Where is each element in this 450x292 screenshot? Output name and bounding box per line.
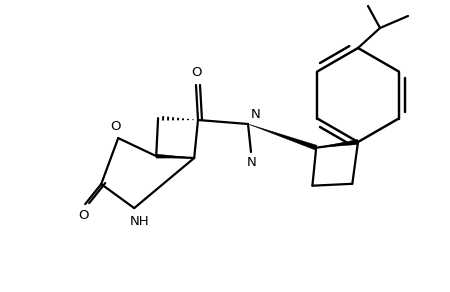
- Polygon shape: [316, 140, 358, 148]
- Polygon shape: [248, 124, 317, 150]
- Polygon shape: [156, 154, 194, 158]
- Text: N: N: [251, 107, 261, 121]
- Text: N: N: [247, 157, 257, 169]
- Text: O: O: [192, 67, 202, 79]
- Text: O: O: [110, 120, 121, 133]
- Text: O: O: [78, 208, 89, 222]
- Text: NH: NH: [130, 215, 149, 227]
- Text: N: N: [247, 157, 257, 169]
